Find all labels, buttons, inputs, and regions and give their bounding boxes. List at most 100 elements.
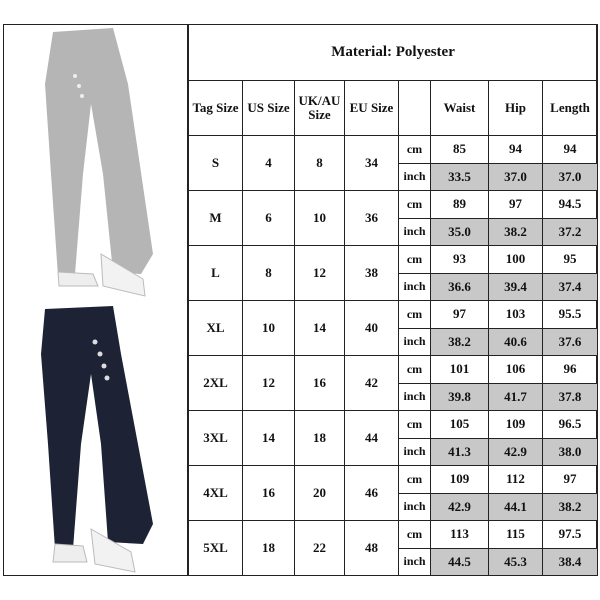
size-uk: 18	[294, 410, 345, 466]
table-row: L 8 12 38 cm 93 100 95	[188, 245, 599, 301]
inch-value: 33.5	[430, 162, 489, 191]
size-tag: 2XL	[188, 355, 243, 411]
cm-value: 89	[430, 190, 489, 219]
unit-label: inch	[398, 272, 431, 301]
inch-value: 38.2	[541, 492, 599, 521]
cm-value: 106	[488, 355, 543, 384]
cm-value: 100	[488, 245, 543, 274]
unit-label: inch	[398, 217, 431, 246]
cm-value: 105	[430, 410, 489, 439]
cm-value: 94.5	[541, 190, 599, 219]
table-row: inch 36.6 39.4 37.4	[189, 272, 599, 301]
inch-value: 38.0	[541, 437, 599, 466]
size-us: 6	[242, 190, 295, 246]
cm-value: 95	[541, 245, 599, 274]
size-us: 4	[242, 135, 295, 191]
inch-value: 35.0	[430, 217, 489, 246]
gray-pants-image	[45, 28, 153, 297]
inch-value: 38.2	[488, 217, 543, 246]
unit-label: cm	[398, 465, 431, 494]
inch-value: 41.3	[430, 437, 489, 466]
inch-value: 40.6	[488, 327, 543, 356]
column-header: US Size	[242, 80, 295, 136]
cm-value: 115	[488, 520, 543, 549]
cm-value: 101	[430, 355, 489, 384]
cm-value: 97.5	[541, 520, 599, 549]
navy-pants-image	[41, 306, 153, 573]
inch-value: 42.9	[430, 492, 489, 521]
unit-label: cm	[398, 190, 431, 219]
size-us: 14	[242, 410, 295, 466]
size-uk: 8	[294, 135, 345, 191]
inch-value: 37.6	[541, 327, 599, 356]
size-tag: 5XL	[188, 520, 243, 576]
product-photos	[3, 24, 188, 576]
table-row: 2XL 12 16 42 cm 101 106 96	[188, 355, 599, 411]
size-eu: 44	[344, 410, 399, 466]
size-eu: 42	[344, 355, 399, 411]
cm-value: 94	[541, 135, 599, 164]
column-header: Hip	[488, 80, 543, 136]
material-title: Material: Polyester	[187, 24, 599, 81]
cm-value: 97	[488, 190, 543, 219]
inch-value: 39.4	[488, 272, 543, 301]
inch-value: 37.0	[541, 162, 599, 191]
unit-label: cm	[398, 520, 431, 549]
size-tag: XL	[188, 300, 243, 356]
table-row: inch 35.0 38.2 37.2	[189, 217, 599, 246]
size-us: 18	[242, 520, 295, 576]
size-eu: 34	[344, 135, 399, 191]
size-chart-table: Material: Polyester Tag Size US Size UK/AU…	[187, 24, 599, 576]
size-us: 16	[242, 465, 295, 521]
inch-value: 38.4	[541, 547, 599, 576]
inch-value: 37.4	[541, 272, 599, 301]
inch-value: 37.2	[541, 217, 599, 246]
inch-value: 42.9	[488, 437, 543, 466]
size-eu: 48	[344, 520, 399, 576]
size-eu: 40	[344, 300, 399, 356]
table-row: XL 10 14 40 cm 97 103 95.5	[188, 300, 599, 356]
inch-value: 44.5	[430, 547, 489, 576]
table-row: inch 33.5 37.0 37.0	[189, 162, 599, 191]
column-header: EU Size	[344, 80, 399, 136]
size-uk: 12	[294, 245, 345, 301]
table-row: inch 41.3 42.9 38.0	[189, 437, 599, 466]
size-uk: 10	[294, 190, 345, 246]
unit-label: inch	[398, 382, 431, 411]
column-header: Waist	[430, 80, 489, 136]
table-row: inch 39.8 41.7 37.8	[189, 382, 599, 411]
unit-label: cm	[398, 245, 431, 274]
column-header: Length	[541, 80, 599, 136]
size-tag: 3XL	[188, 410, 243, 466]
size-us: 10	[242, 300, 295, 356]
inch-value: 41.7	[488, 382, 543, 411]
cm-value: 112	[488, 465, 543, 494]
inch-value: 37.0	[488, 162, 543, 191]
table-row: 4XL 16 20 46 cm 109 112 97	[188, 465, 599, 521]
size-tag: M	[188, 190, 243, 246]
cm-value: 109	[488, 410, 543, 439]
size-eu: 38	[344, 245, 399, 301]
table-row: inch 42.9 44.1 38.2	[189, 492, 599, 521]
inch-value: 37.8	[541, 382, 599, 411]
cm-value: 96	[541, 355, 599, 384]
unit-label: cm	[398, 355, 431, 384]
unit-label: cm	[398, 410, 431, 439]
unit-label: inch	[398, 162, 431, 191]
inch-value: 39.8	[430, 382, 489, 411]
cm-value: 97	[541, 465, 599, 494]
size-us: 8	[242, 245, 295, 301]
unit-label: inch	[398, 327, 431, 356]
size-uk: 16	[294, 355, 345, 411]
size-eu: 46	[344, 465, 399, 521]
cm-value: 94	[488, 135, 543, 164]
cm-value: 113	[430, 520, 489, 549]
inch-value: 38.2	[430, 327, 489, 356]
inch-value: 45.3	[488, 547, 543, 576]
column-header: Tag Size	[188, 80, 243, 136]
inch-value: 36.6	[430, 272, 489, 301]
cm-value: 103	[488, 300, 543, 329]
table-row: 3XL 14 18 44 cm 105 109 96.5	[188, 410, 599, 466]
inch-value: 44.1	[488, 492, 543, 521]
unit-label: inch	[398, 492, 431, 521]
